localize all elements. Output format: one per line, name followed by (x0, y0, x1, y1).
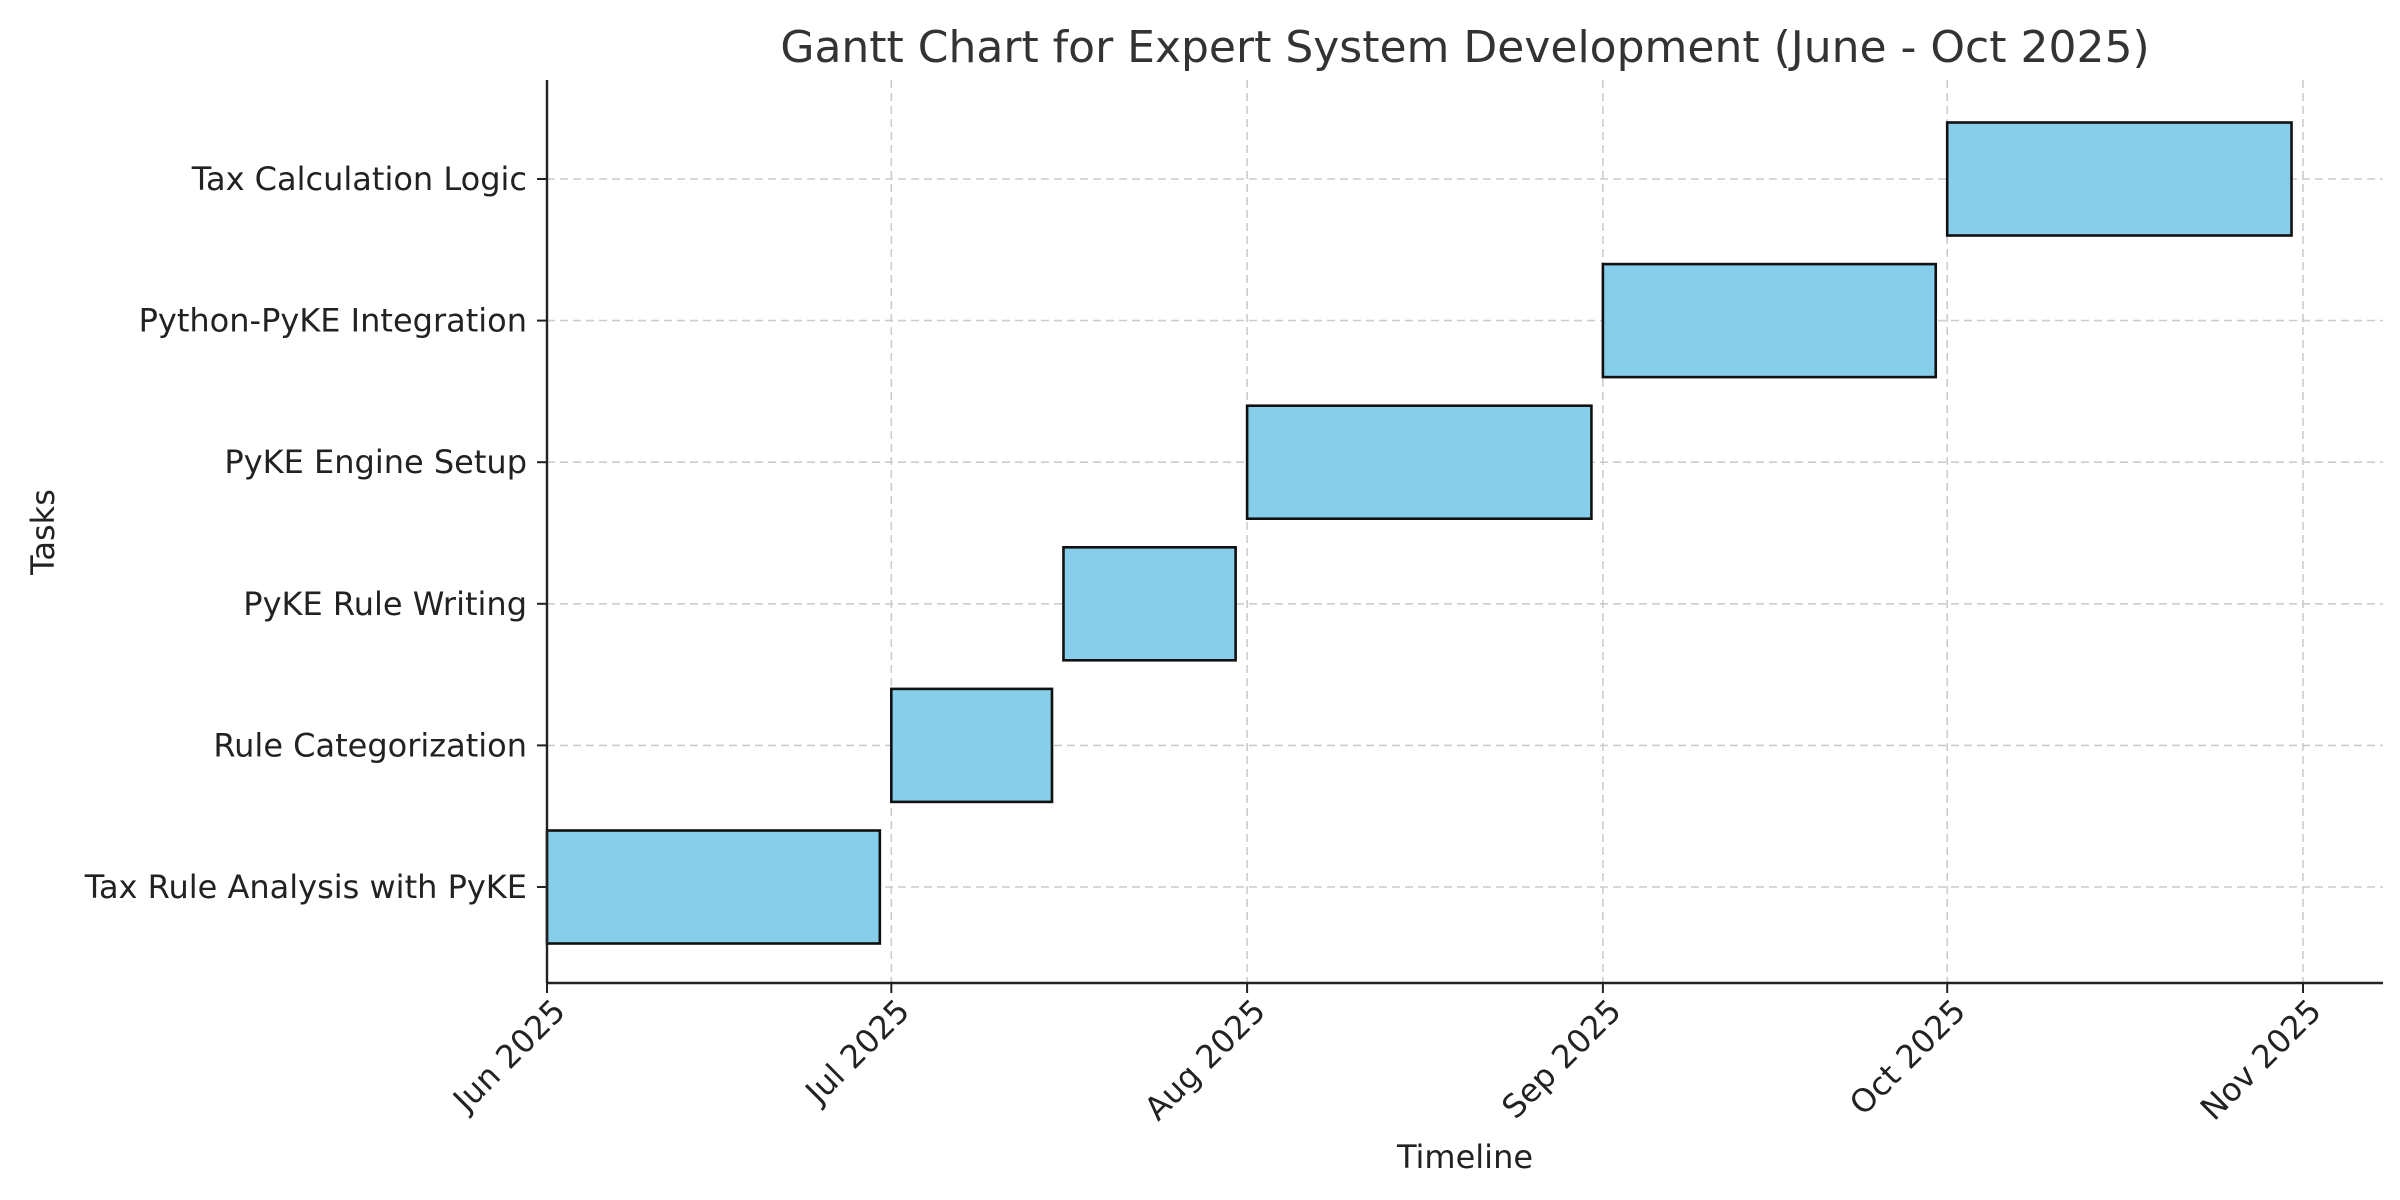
y-axis-label: Tasks (24, 489, 62, 576)
y-tick-label: Tax Calculation Logic (191, 160, 527, 198)
x-axis-label: Timeline (1396, 1138, 1533, 1176)
task-bar (545, 829, 882, 945)
task-bar (1245, 404, 1593, 521)
task-bar (1062, 545, 1237, 662)
y-tick-label: Python-PyKE Integration (139, 302, 527, 340)
y-tick-label: PyKE Engine Setup (224, 443, 527, 481)
y-tick-label: Tax Rule Analysis with PyKE (84, 868, 527, 906)
y-tick-label: PyKE Rule Writing (243, 585, 527, 623)
task-bar (1945, 121, 2293, 237)
x-tick-label: Jun 2025 (444, 992, 572, 1120)
y-tick-label: Rule Categorization (213, 726, 527, 764)
y-tick-labels: Tax Rule Analysis with PyKE Rule Categori… (84, 160, 527, 906)
x-tick-label: Jul 2025 (797, 992, 917, 1112)
task-bar (1601, 262, 1938, 379)
chart-title: Gantt Chart for Expert System Developmen… (780, 22, 2149, 73)
x-tick-label: Aug 2025 (1137, 992, 1273, 1128)
x-tick-label: Sep 2025 (1494, 992, 1628, 1126)
x-tick-label: Oct 2025 (1842, 992, 1973, 1123)
x-tick-label: Nov 2025 (2193, 992, 2329, 1128)
task-bar (890, 687, 1054, 804)
axes (537, 80, 2383, 993)
task-bars (545, 121, 2293, 945)
x-tick-labels: Jun 2025 Jul 2025 Aug 2025 Sep 2025 Oct 2025… (444, 992, 2328, 1128)
